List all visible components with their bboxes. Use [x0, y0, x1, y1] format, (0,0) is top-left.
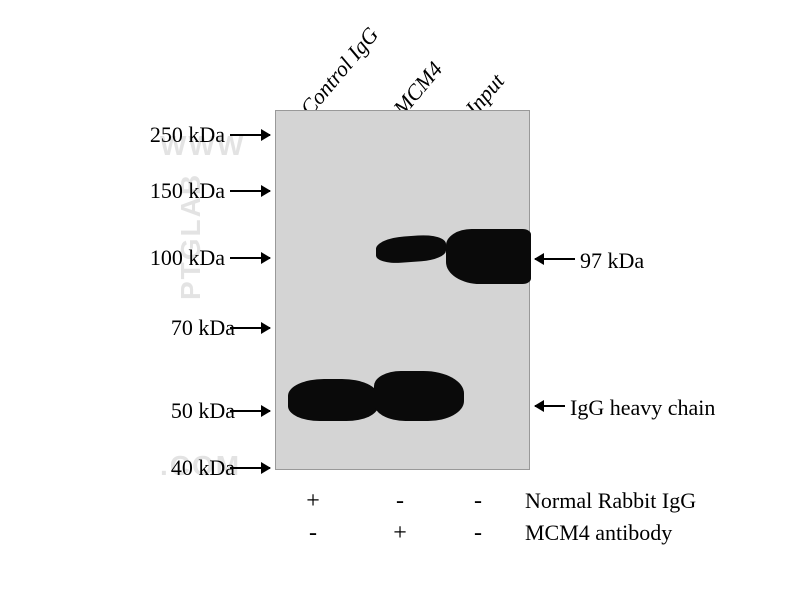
annotation-igg-heavy: IgG heavy chain — [570, 395, 715, 421]
mw-arrow-icon — [230, 257, 270, 259]
mw-label-100: 100 kDa — [125, 245, 225, 271]
condition-sign: + — [385, 520, 415, 547]
band-control-igg-heavy — [288, 379, 378, 421]
mw-label-250: 250 kDa — [125, 122, 225, 148]
mw-arrow-icon — [230, 327, 270, 329]
condition-label-normal-igg: Normal Rabbit IgG — [525, 488, 696, 514]
mw-arrow-icon — [230, 190, 270, 192]
band-mcm4-igg-heavy — [374, 371, 464, 421]
mw-arrow-icon — [230, 467, 270, 469]
lane-label-control: Control IgG — [295, 22, 384, 121]
condition-sign: + — [298, 488, 328, 515]
annotation-97kda: 97 kDa — [580, 248, 644, 274]
mw-arrow-icon — [230, 134, 270, 136]
mw-label-50: 50 kDa — [135, 398, 235, 424]
figure-container: Control IgG MCM4 Input WWW PTGLAB .COM 2… — [50, 10, 750, 590]
condition-sign: - — [298, 520, 328, 547]
annotation-arrow-icon — [535, 258, 575, 260]
band-input-97kda — [446, 229, 531, 284]
mw-label-70: 70 kDa — [135, 315, 235, 341]
mw-arrow-icon — [230, 410, 270, 412]
condition-label-mcm4-ab: MCM4 antibody — [525, 520, 672, 546]
band-mcm4-97kda — [376, 234, 446, 265]
condition-sign: - — [463, 520, 493, 547]
condition-sign: - — [463, 488, 493, 515]
mw-label-40: 40 kDa — [135, 455, 235, 481]
annotation-arrow-icon — [535, 405, 565, 407]
mw-label-150: 150 kDa — [125, 178, 225, 204]
blot-membrane — [275, 110, 530, 470]
condition-sign: - — [385, 488, 415, 515]
